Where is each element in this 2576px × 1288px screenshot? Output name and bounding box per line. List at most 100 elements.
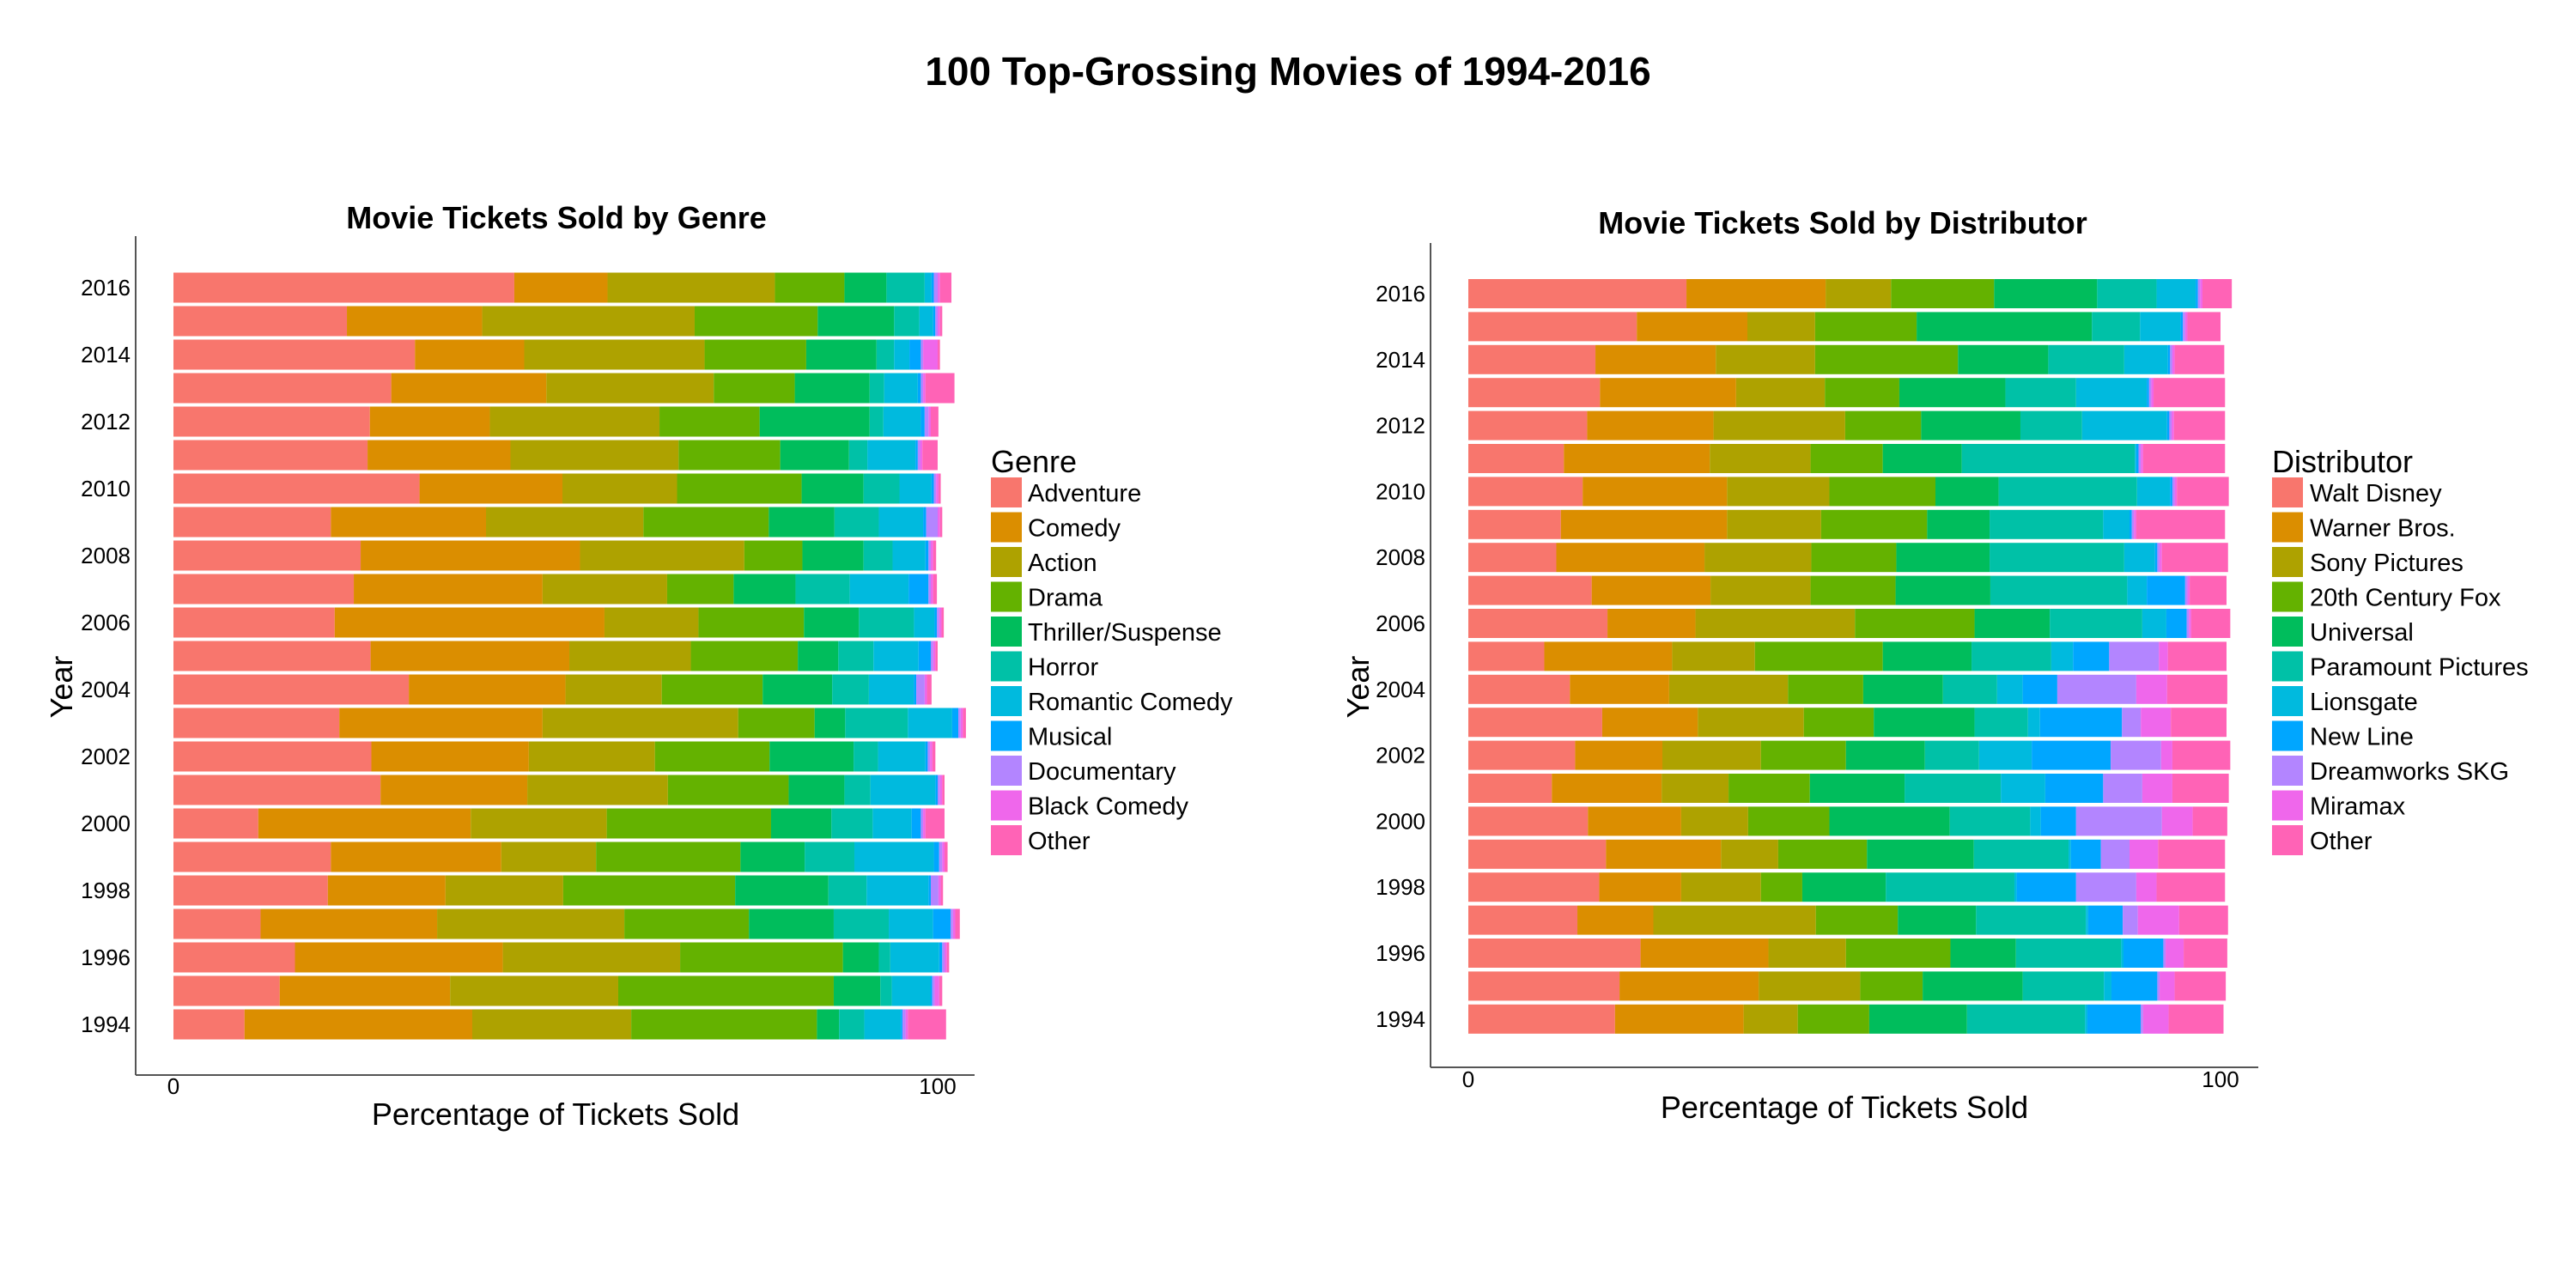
panel2-bar-2005-universal <box>1882 641 1972 671</box>
panel2-legend-swatch-new-line <box>2272 720 2303 751</box>
panel2-bar-2015-miramax <box>2184 312 2188 342</box>
panel2-bar-2009-20th-century-fox <box>1820 509 1928 539</box>
panel1-ytick-1996: 1996 <box>81 945 131 970</box>
panel2-bar-2003-paramount-pictures <box>1974 708 2028 738</box>
panel1-bar-2007-documentary <box>928 574 931 605</box>
panel2-bar-1994-new-line <box>2087 1004 2142 1034</box>
panel1-bar-2002-romantic-comedy <box>878 741 926 772</box>
panel1-bar-2004-other <box>927 674 932 705</box>
panel1-bar-2013-action <box>546 373 714 404</box>
panel1-bar-2008-comedy <box>361 540 580 571</box>
panel2-ytick-2000: 2000 <box>1376 808 1425 834</box>
panel2-bar-1994-paramount-pictures <box>1966 1004 2086 1034</box>
panel1-bar-2007-thriller-suspense <box>733 574 796 605</box>
panel1-bar-2003-drama <box>738 708 815 738</box>
panel2-ytick-2006: 2006 <box>1376 611 1425 636</box>
panel2-bar-1995-universal <box>1923 971 2023 1001</box>
panel1-bar-2001-drama <box>667 775 789 805</box>
panel2-bar-1994-20th-century-fox <box>1797 1004 1869 1034</box>
panel2-bar-2000-lionsgate <box>2030 806 2041 836</box>
panel2-bar-2002-paramount-pictures <box>1924 740 1979 770</box>
panel2-bar-2015-lionsgate <box>2140 312 2181 342</box>
panel1-legend-label-action: Action <box>1028 550 1097 577</box>
panel2-bar-2004-sony-pictures <box>1668 674 1789 704</box>
panel1-bar-2009-romantic-comedy <box>878 507 924 538</box>
panel2-legend-swatch-other <box>2272 825 2303 855</box>
panel1-bar-1998-other <box>940 875 944 906</box>
panel1-bar-2000-comedy <box>258 808 471 839</box>
panel1-bar-2003-adventure <box>173 708 340 738</box>
panel1-xtick-0: 0 <box>167 1073 179 1099</box>
panel2-bar-2016-warner-bros- <box>1686 279 1826 308</box>
panel2-bar-1998-universal <box>1801 872 1886 902</box>
panel2-legend-swatch-universal <box>2272 617 2303 647</box>
panel1-bar-2016-other <box>939 272 952 303</box>
panel2-legend-swatch-sony-pictures <box>2272 547 2303 577</box>
panel1-bar-2004-romantic-comedy <box>868 674 914 705</box>
panel1-bar-2012-action <box>489 406 660 437</box>
panel2-ytick-2014: 2014 <box>1376 347 1425 373</box>
panel1-bar-2007-musical <box>908 574 929 605</box>
panel1-bar-1999-musical <box>933 841 939 872</box>
panel2-bar-1995-20th-century-fox <box>1860 971 1923 1001</box>
panel1-bar-2016-musical <box>931 272 934 303</box>
panel2-legend-swatch-warner-bros- <box>2272 512 2303 543</box>
panel1-bar-2014-other <box>938 339 940 370</box>
panel2-bar-2001-lionsgate <box>2001 774 2045 803</box>
panel1-bar-2016-black-comedy <box>938 272 940 303</box>
panel2-bar-1997-sony-pictures <box>1653 905 1816 935</box>
panel2-bar-1996-universal <box>1950 939 2016 968</box>
panel2-bar-2008-paramount-pictures <box>1990 543 2124 573</box>
panel2-bar-2006-universal <box>1974 609 2050 638</box>
panel1-bar-1997-action <box>437 908 625 939</box>
panel2-legend-label-sony-pictures: Sony Pictures <box>2310 550 2464 577</box>
panel1-bar-2009-documentary <box>926 507 938 538</box>
panel2-bar-2012-dreamworks-skg <box>2169 410 2172 440</box>
panel2-bar-2013-lionsgate <box>2075 378 2148 408</box>
panel2-bar-2014-miramax <box>2172 344 2175 374</box>
panel1-bar-2011-black-comedy <box>920 440 923 471</box>
panel1-bar-2012-horror <box>869 406 884 437</box>
panel2-bar-2005-new-line <box>2073 641 2110 671</box>
panel2-bar-2003-20th-century-fox <box>1803 708 1874 738</box>
panel2-legend-label-miramax: Miramax <box>2310 793 2406 821</box>
panel1-bar-1996-thriller-suspense <box>842 942 879 973</box>
panel1-bar-2007-drama <box>666 574 734 605</box>
panel1-bar-2000-musical <box>911 808 921 839</box>
panel2-bar-1997-lionsgate <box>2086 905 2088 935</box>
panel2-bar-2013-sony-pictures <box>1735 378 1826 408</box>
panel1-legend-swatch-thriller-suspense <box>991 617 1022 647</box>
panel1-bar-2006-documentary <box>937 607 939 638</box>
panel2-bar-2000-walt-disney <box>1468 806 1589 836</box>
panel1-ytick-2002: 2002 <box>81 744 131 769</box>
panel1-bar-2012-other <box>930 406 939 437</box>
panel1-bar-1995-adventure <box>173 975 280 1006</box>
panel1-bar-1999-thriller-suspense <box>740 841 805 872</box>
panel2-bar-1995-miramax <box>2160 971 2175 1001</box>
panel1-ytick-2004: 2004 <box>81 677 131 702</box>
panel2-bar-2012-20th-century-fox <box>1844 410 1922 440</box>
panel1-legend-label-documentary: Documentary <box>1028 758 1176 786</box>
panel2-legend-swatch-lionsgate <box>2272 686 2303 716</box>
panel1-ytick-2014: 2014 <box>81 342 131 368</box>
panel1-bar-2001-action <box>527 775 668 805</box>
panel2-bar-2003-warner-bros- <box>1601 708 1698 738</box>
panel2-bar-2010-new-line <box>2170 477 2172 507</box>
panel2-bar-1994-lionsgate <box>2085 1004 2087 1034</box>
panel1-bar-2013-drama <box>714 373 795 404</box>
panel2-bar-2014-lionsgate <box>2123 344 2168 374</box>
panel2-bar-2006-walt-disney <box>1468 609 1608 638</box>
panel1-bar-2001-thriller-suspense <box>788 775 845 805</box>
panel1-bar-2013-documentary <box>920 373 924 404</box>
panel2-bar-2015-20th-century-fox <box>1814 312 1917 342</box>
panel1-bar-2009-comedy <box>331 507 487 538</box>
panel2-bar-1999-paramount-pictures <box>1973 839 2069 869</box>
panel2-legend-label-20th-century-fox: 20th Century Fox <box>2310 585 2501 612</box>
panel2-bar-2004-walt-disney <box>1468 674 1571 704</box>
panel2-bar-2005-miramax <box>2159 641 2168 671</box>
panel2-bar-2003-miramax <box>2141 708 2172 738</box>
panel2-bar-2009-lionsgate <box>2103 509 2130 539</box>
panel2-bar-2009-other <box>2136 509 2226 539</box>
panel1-bar-2012-musical <box>920 406 925 437</box>
panel1-bar-2011-romantic-comedy <box>867 440 916 471</box>
